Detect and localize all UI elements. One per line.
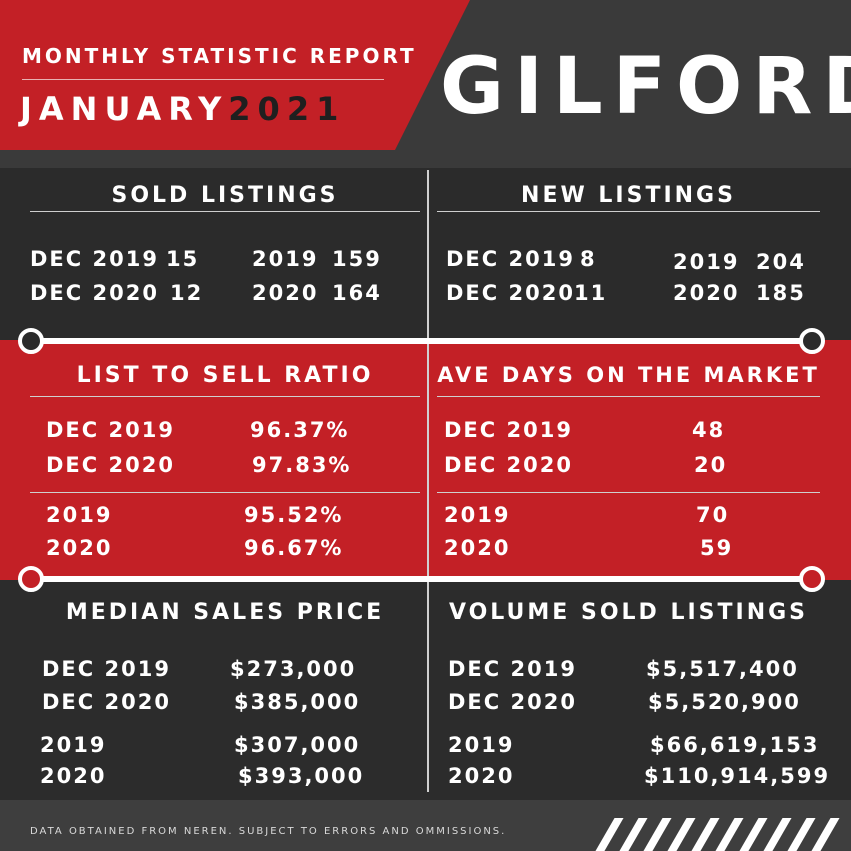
stat-label: 2019 (46, 503, 113, 527)
stat-label: 2019 (444, 503, 511, 527)
stat-label: DEC 2020 (30, 281, 159, 305)
stat-value: 20 (694, 453, 728, 477)
section-divider (30, 338, 812, 344)
stat-value: $393,000 (238, 764, 365, 788)
report-month: JANUARY (20, 90, 229, 128)
stat-label: 2019 (40, 733, 107, 757)
section-rule (30, 396, 420, 397)
stat-value: $5,517,400 (646, 657, 799, 681)
divider-ring (18, 566, 44, 592)
data-source-note: DATA OBTAINED FROM NEREN. SUBJECT TO ERR… (30, 826, 507, 837)
stripe (595, 818, 624, 851)
stat-value: 95.52% (244, 503, 344, 527)
divider-ring (18, 328, 44, 354)
stat-value: $307,000 (234, 733, 361, 757)
stat-value: 159 (332, 247, 382, 271)
stat-value: $5,520,900 (648, 690, 801, 714)
stat-value: 164 (332, 281, 382, 305)
stat-value: $385,000 (234, 690, 361, 714)
report-title: MONTHLY STATISTIC REPORT (22, 44, 417, 68)
section-rule (437, 396, 820, 397)
stat-label: DEC 2019 (42, 657, 171, 681)
stat-label: DEC 2019 (444, 418, 573, 442)
stat-value: 48 (692, 418, 726, 442)
stat-value: 70 (696, 503, 730, 527)
middle-stats-background (0, 340, 851, 580)
stripe (739, 818, 768, 851)
stat-label: DEC 2019 (448, 657, 577, 681)
divider-ring (799, 566, 825, 592)
new-listings-title: NEW LISTINGS (521, 183, 736, 208)
stripe (811, 818, 840, 851)
sold-listings-title: SOLD LISTINGS (111, 183, 339, 208)
median-price-title: MEDIAN SALES PRICE (65, 600, 385, 625)
section-divider (30, 576, 812, 582)
stat-value: 97.83% (252, 453, 352, 477)
stripe (643, 818, 672, 851)
volume-sold-title: VOLUME SOLD LISTINGS (448, 600, 809, 625)
stat-label: 2019 (252, 247, 319, 271)
stat-value: $273,000 (230, 657, 357, 681)
stat-value: 8 (580, 247, 597, 271)
stat-value: $66,619,153 (650, 733, 820, 757)
stripe (787, 818, 816, 851)
stat-label: 2020 (40, 764, 107, 788)
section-rule (437, 211, 820, 212)
stat-label: 2019 (673, 250, 740, 274)
list-to-sell-title: LIST TO SELL RATIO (76, 363, 374, 388)
stat-value: 12 (170, 281, 204, 305)
stat-label: DEC 2020 (444, 453, 573, 477)
stat-value: 96.37% (250, 418, 350, 442)
stat-label: DEC 2020 (46, 453, 175, 477)
stripe (691, 818, 720, 851)
section-rule (30, 492, 420, 493)
stripe (667, 818, 696, 851)
stat-label: 2020 (444, 536, 511, 560)
stripe (715, 818, 744, 851)
stat-label: 2020 (252, 281, 319, 305)
stripe (619, 818, 648, 851)
center-divider (427, 170, 429, 792)
stat-label: DEC 2019 (30, 247, 159, 271)
stat-value: 15 (166, 247, 200, 271)
stat-value: 204 (756, 250, 806, 274)
stat-label: DEC 2019 (46, 418, 175, 442)
header-red-panel (0, 0, 470, 150)
header-rule (22, 79, 384, 80)
stat-label: DEC 2019 (446, 247, 575, 271)
stat-label: DEC 2020 (446, 281, 575, 305)
stat-value: 185 (756, 281, 806, 305)
top-stats-background (0, 168, 851, 340)
stat-label: 2019 (448, 733, 515, 757)
stripe (763, 818, 792, 851)
stat-value: 11 (574, 281, 608, 305)
stat-label: 2020 (448, 764, 515, 788)
bottom-stats-background (0, 580, 851, 800)
stat-label: DEC 2020 (448, 690, 577, 714)
stat-label: 2020 (673, 281, 740, 305)
stat-value: $110,914,599 (644, 764, 831, 788)
city-title: GILFORD (440, 42, 851, 132)
section-rule (30, 211, 420, 212)
stat-label: DEC 2020 (42, 690, 171, 714)
report-year: 2021 (228, 90, 346, 128)
section-rule (437, 492, 820, 493)
divider-ring (799, 328, 825, 354)
stat-label: 2020 (46, 536, 113, 560)
stat-value: 96.67% (244, 536, 344, 560)
report-period: JANUARY2021 (20, 90, 345, 128)
decorative-stripes (585, 818, 851, 851)
ave-days-title: AVE DAYS ON THE MARKET (437, 363, 820, 387)
stat-value: 59 (700, 536, 734, 560)
